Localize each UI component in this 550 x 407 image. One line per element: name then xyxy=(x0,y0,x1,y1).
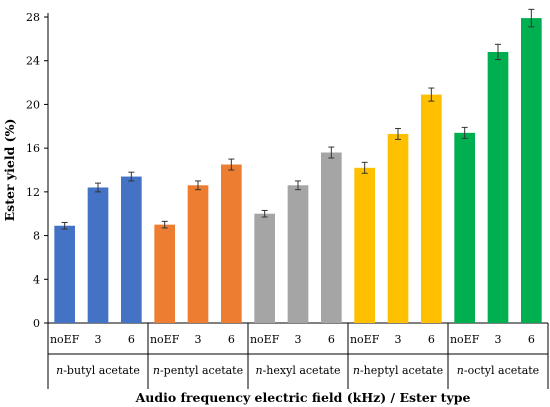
x-group-label-prefix: n xyxy=(153,364,160,377)
x-category-label: 3 xyxy=(295,333,302,346)
bar xyxy=(54,225,75,323)
bar xyxy=(187,185,209,323)
bar xyxy=(421,94,442,323)
y-tick-label: 16 xyxy=(26,142,40,155)
bar xyxy=(354,167,375,323)
bar xyxy=(221,164,242,323)
x-group-label-name: -octyl acetate xyxy=(464,364,539,377)
y-tick-label: 24 xyxy=(26,55,40,68)
x-category-label: 3 xyxy=(395,333,402,346)
x-group-label-name: -pentyl acetate xyxy=(160,364,243,377)
y-tick-label: 28 xyxy=(26,11,40,24)
bar xyxy=(487,51,509,323)
x-group-label: n-hexyl acetate xyxy=(256,364,341,377)
bar xyxy=(154,224,175,323)
x-category-label: 6 xyxy=(528,333,535,346)
x-group-label: n-pentyl acetate xyxy=(153,364,243,377)
y-tick-label: 12 xyxy=(26,186,40,199)
x-category-label: 3 xyxy=(95,333,102,346)
bar xyxy=(454,132,475,323)
bar xyxy=(121,176,142,323)
x-category-label: noEF xyxy=(150,333,180,346)
bar xyxy=(87,187,109,323)
y-tick-label: 8 xyxy=(33,230,40,243)
bar xyxy=(521,18,542,323)
x-group-label-prefix: n xyxy=(353,364,360,377)
x-category-label: noEF xyxy=(350,333,380,346)
x-group-label: n-octyl acetate xyxy=(457,364,539,377)
bar xyxy=(387,133,409,323)
x-group-label-prefix: n xyxy=(457,364,464,377)
y-tick-label: 0 xyxy=(33,317,40,330)
x-group-label-name: -hexyl acetate xyxy=(263,364,341,377)
x-group-label-prefix: n xyxy=(256,364,263,377)
bar xyxy=(254,213,275,323)
y-tick-label: 4 xyxy=(33,273,40,286)
x-group-label: n-butyl acetate xyxy=(56,364,140,377)
x-category-label: 6 xyxy=(428,333,435,346)
x-category-label: noEF xyxy=(50,333,80,346)
bar xyxy=(321,152,342,323)
x-category-label: noEF xyxy=(450,333,480,346)
x-category-label: 6 xyxy=(128,333,135,346)
x-category-label: 6 xyxy=(328,333,335,346)
x-group-label-name: -heptyl acetate xyxy=(360,364,443,377)
y-axis-title: Ester yield (%) xyxy=(2,119,17,222)
x-category-label: 3 xyxy=(495,333,502,346)
y-tick-label: 20 xyxy=(26,98,40,111)
x-category-label: 6 xyxy=(228,333,235,346)
x-group-label-name: -butyl acetate xyxy=(63,364,140,377)
bar xyxy=(287,185,309,323)
x-group-label-prefix: n xyxy=(56,364,63,377)
x-axis-title: Audio frequency electric field (kHz) / E… xyxy=(135,390,471,405)
x-category-label: noEF xyxy=(250,333,280,346)
x-category-label: 3 xyxy=(195,333,202,346)
x-group-label: n-heptyl acetate xyxy=(353,364,443,377)
